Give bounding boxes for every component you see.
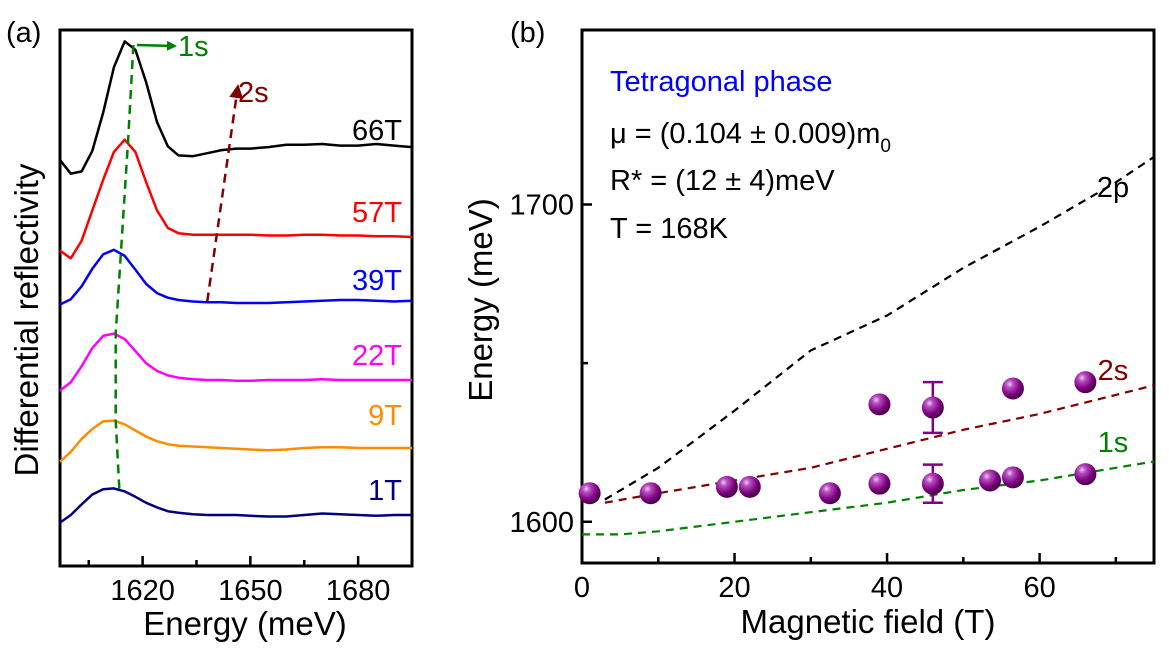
fit-label-2s: 2s	[1098, 355, 1129, 387]
panel-b-y-ticks: 1600 1700	[509, 189, 592, 539]
panel-b-x-tick-label: 0	[574, 572, 590, 604]
panel-b: (b) 2p 2s 1s 0 20 40 60 1600 1700 Magnetic fie…	[462, 17, 1156, 640]
panel-a-frame	[58, 28, 414, 568]
panel-b-x-tick-label: 60	[1023, 572, 1055, 604]
point-1s	[1001, 466, 1024, 489]
point-1s	[921, 472, 944, 495]
point-2s	[921, 396, 944, 419]
panel-a-curves	[59, 40, 413, 524]
panel-b-fits: 2p 2s 1s	[582, 155, 1155, 536]
point-1s	[979, 469, 1002, 492]
panel-b-label: (b)	[510, 17, 545, 49]
trace-57T	[59, 138, 413, 260]
annotation-2s: 2s	[238, 77, 269, 109]
mu-parameter-subscript: 0	[880, 136, 891, 157]
panel-b-frame	[580, 28, 1156, 565]
fit-label-1s: 1s	[1098, 427, 1129, 459]
trace-label-22T: 22T	[352, 340, 402, 372]
point-1s	[818, 482, 841, 505]
panel-a-x-tick-label: 1680	[326, 575, 391, 607]
panel-a: (a) 1s 2s 1T 9T 22T 39T 57T 66T 1620 1650 1680 E…	[6, 17, 414, 642]
trace-label-57T: 57T	[352, 197, 402, 229]
point-1s	[715, 475, 738, 498]
point-2s	[868, 393, 891, 416]
panel-b-x-axis-title: Magnetic field (T)	[741, 603, 996, 640]
panel-a-x-ticks: 1620 1650 1680	[87, 556, 391, 607]
temperature-parameter: T = 168K	[610, 213, 729, 245]
panel-b-x-tick-label: 40	[871, 572, 903, 604]
panel-b-y-tick-label: 1600	[509, 507, 574, 539]
panel-b-y-axis-title: Energy (meV)	[462, 198, 499, 402]
mu-parameter: μ = (0.104 ± 0.009)m0	[610, 118, 891, 157]
fit-1s	[582, 460, 1155, 536]
guide-2s-arrow	[206, 84, 244, 302]
panel-a-y-axis-title: Differential reflectivity	[8, 163, 45, 477]
annotation-1s: 1s	[178, 31, 209, 63]
trace-9T	[59, 419, 412, 463]
point-1s	[1074, 463, 1097, 486]
trace-label-9T: 9T	[368, 400, 402, 432]
trace-1T	[59, 487, 412, 524]
guide-1s	[114, 41, 135, 489]
trace-label-1T: 1T	[368, 475, 402, 507]
phase-title: Tetragonal phase	[610, 66, 833, 98]
point-1s	[639, 482, 662, 505]
point-1s	[868, 472, 891, 495]
trace-39T	[59, 248, 413, 306]
panel-b-points	[578, 371, 1097, 505]
panel-a-guides: 1s 2s	[114, 31, 269, 489]
point-1s	[738, 475, 761, 498]
panel-a-label: (a)	[6, 17, 41, 49]
point-2s	[1001, 377, 1024, 400]
panel-b-x-tick-label: 20	[718, 572, 750, 604]
panel-b-x-ticks: 0 20 40 60	[574, 553, 1118, 604]
trace-66T	[59, 40, 413, 175]
panel-a-x-axis-title: Energy (meV)	[143, 605, 347, 642]
fit-2p	[604, 155, 1155, 501]
fit-2s	[604, 384, 1155, 504]
panel-a-trace-labels: 1T 9T 22T 39T 57T 66T	[352, 115, 402, 507]
trace-label-39T: 39T	[352, 265, 402, 297]
panel-b-y-tick-label: 1700	[509, 189, 574, 221]
mu-parameter-text: μ = (0.104 ± 0.009)m	[610, 118, 880, 150]
panel-a-x-tick-label: 1650	[218, 575, 283, 607]
trace-22T	[59, 332, 412, 392]
pointer-1s-arrow	[136, 40, 177, 51]
trace-label-66T: 66T	[352, 115, 402, 147]
point-1s	[578, 482, 601, 505]
rydberg-parameter: R* = (12 ± 4)meV	[610, 165, 835, 197]
fit-label-2p: 2p	[1097, 172, 1129, 204]
point-2s	[1074, 371, 1097, 394]
panel-a-x-tick-label: 1620	[110, 575, 175, 607]
